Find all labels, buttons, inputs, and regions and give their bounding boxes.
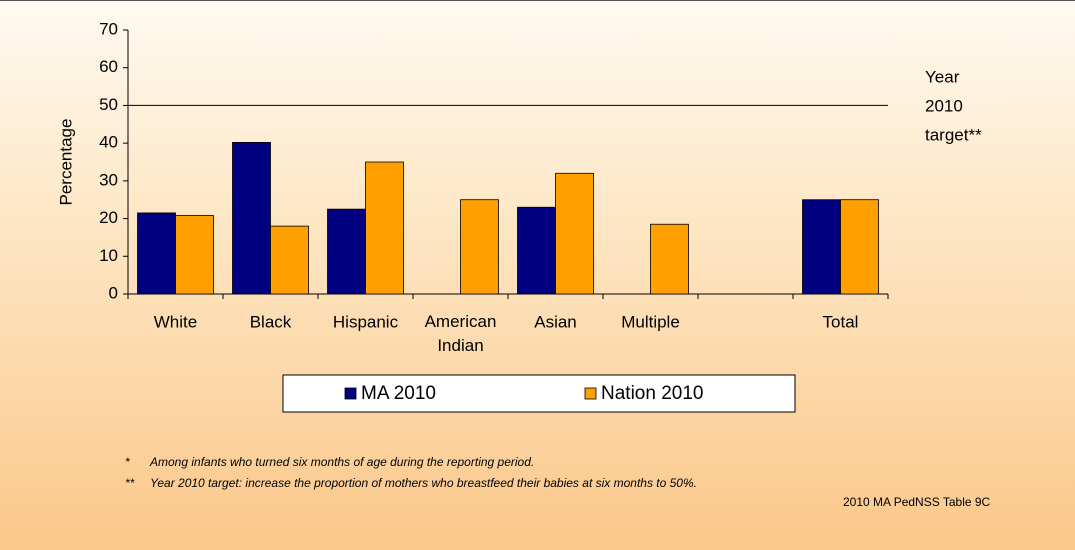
x-tick-label: American Indian <box>425 312 497 355</box>
y-axis-label: Percentage <box>56 119 75 206</box>
reference-label: target** <box>925 125 982 144</box>
legend-label: Nation 2010 <box>601 383 703 404</box>
x-tick-label: Black <box>250 312 292 331</box>
bar <box>650 223 689 295</box>
y-tick-label: 60 <box>99 57 118 76</box>
bar <box>555 172 594 295</box>
source: 2010 MA PedNSS Table 9C <box>843 495 991 509</box>
y-tick-label: 20 <box>99 208 118 227</box>
bar <box>840 199 879 295</box>
legend-swatch <box>584 387 597 400</box>
bar <box>137 212 176 295</box>
reference-label: 2010 <box>925 96 963 115</box>
x-tick-label: Hispanic <box>333 312 399 331</box>
legend-label: MA 2010 <box>361 383 436 404</box>
bar <box>517 206 556 295</box>
bar <box>270 225 309 295</box>
bar <box>232 141 271 295</box>
y-tick-label: 0 <box>109 283 118 302</box>
x-tick-label: Multiple <box>621 312 680 331</box>
note-text: Year 2010 target: increase the proportio… <box>150 476 697 490</box>
y-tick-label: 50 <box>99 95 118 114</box>
y-tick-label: 40 <box>99 133 118 152</box>
bar <box>365 161 404 295</box>
note-marker: ** <box>125 476 135 490</box>
note-marker: * <box>125 455 130 469</box>
reference-label: Year <box>925 67 960 86</box>
bar <box>327 208 366 295</box>
bar <box>802 199 841 295</box>
legend-box <box>282 374 796 413</box>
y-tick-label: 10 <box>99 246 118 265</box>
x-tick-label: Asian <box>534 312 577 331</box>
bar <box>460 199 499 295</box>
note-text: Among infants who turned six months of a… <box>149 455 534 469</box>
bar <box>175 215 214 295</box>
y-tick-label: 30 <box>99 170 118 189</box>
y-tick-label: 70 <box>99 19 118 38</box>
legend-swatch <box>344 387 357 400</box>
x-tick-label: Total <box>823 312 859 331</box>
x-tick-label: White <box>154 312 197 331</box>
